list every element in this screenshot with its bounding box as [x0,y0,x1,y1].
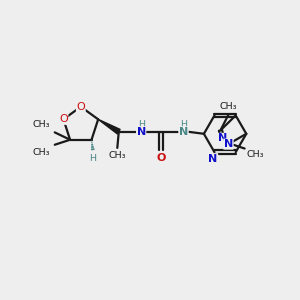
Text: CH₃: CH₃ [220,102,238,111]
Text: H: H [89,154,97,164]
Text: H: H [138,120,145,129]
Text: CH₃: CH₃ [246,150,264,159]
Polygon shape [98,119,120,134]
Text: N: N [179,127,188,137]
Text: N: N [208,154,217,164]
Text: N: N [136,127,146,137]
Text: O: O [76,102,85,112]
Text: N: N [224,139,233,149]
Text: O: O [59,114,68,124]
Text: CH₃: CH₃ [33,120,50,129]
Text: O: O [157,154,166,164]
Text: CH₃: CH₃ [33,148,50,157]
Text: N: N [218,134,227,143]
Text: H: H [180,120,187,129]
Text: CH₃: CH₃ [109,152,126,160]
